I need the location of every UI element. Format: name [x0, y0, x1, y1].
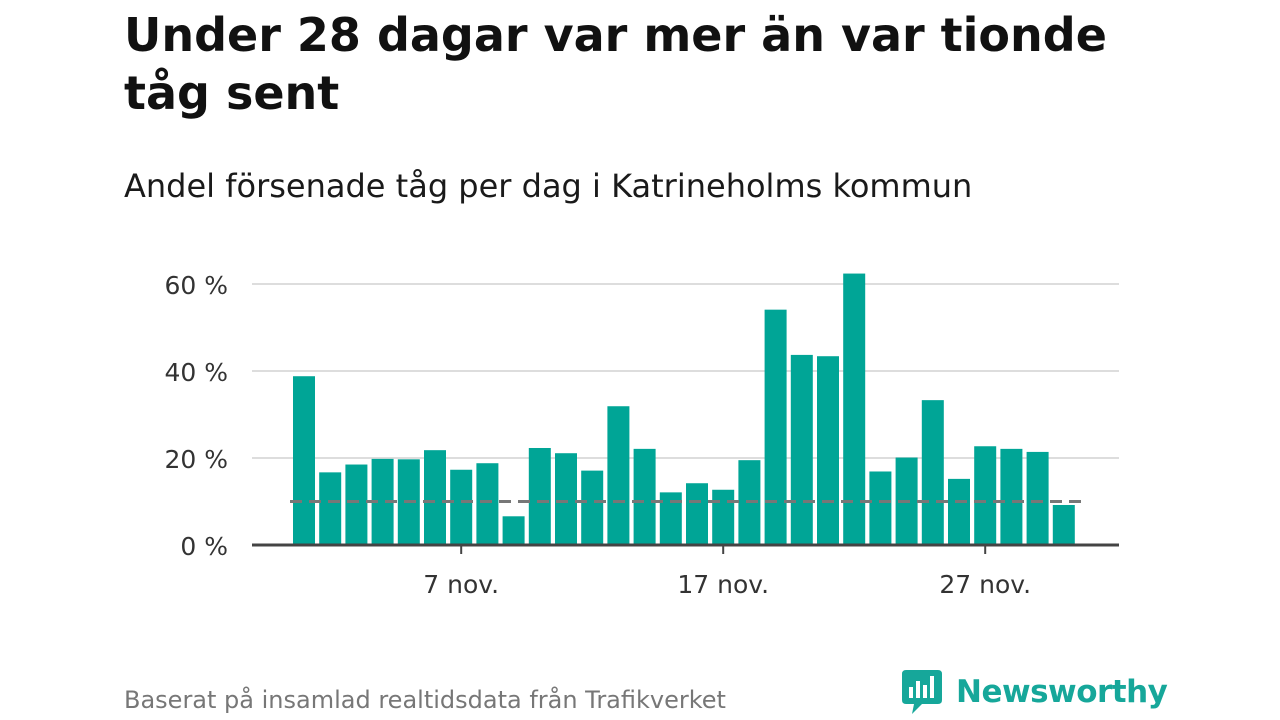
bar	[764, 309, 787, 545]
bar	[502, 516, 525, 545]
bar	[843, 273, 866, 545]
bar	[424, 450, 446, 545]
bar	[790, 354, 813, 545]
bar	[633, 448, 656, 545]
x-tick-label: 7 nov.	[423, 570, 499, 599]
bar	[1052, 504, 1075, 545]
y-tick-label: 60 %	[164, 271, 228, 300]
source-note: Baserat på insamlad realtidsdata från Tr…	[124, 686, 726, 714]
bar	[869, 471, 892, 545]
bar	[948, 478, 970, 545]
bar	[319, 472, 342, 545]
chart-subtitle: Andel försenade tåg per dag i Katrinehol…	[124, 167, 973, 205]
bar	[1026, 451, 1049, 545]
y-tick-label: 20 %	[164, 445, 228, 474]
bar	[659, 492, 682, 545]
y-tick-label: 0 %	[180, 532, 228, 561]
bar	[686, 483, 708, 545]
bar	[921, 400, 944, 545]
bar	[345, 464, 368, 545]
newsworthy-logo-icon	[902, 670, 942, 714]
bar	[974, 446, 997, 545]
brand-name: Newsworthy	[956, 674, 1168, 710]
bar	[607, 406, 630, 545]
x-tick-label: 17 nov.	[677, 570, 769, 599]
bar	[476, 463, 499, 545]
bar	[1000, 448, 1023, 545]
bar	[450, 469, 473, 545]
chart-title: Under 28 dagar var mer än var tionde tåg…	[124, 8, 1107, 120]
bar	[555, 453, 577, 545]
bar	[581, 470, 604, 545]
bar	[817, 356, 839, 545]
y-tick-label: 40 %	[164, 358, 228, 387]
bar	[712, 489, 735, 545]
brand-logo: Newsworthy	[902, 670, 1168, 714]
bar	[528, 447, 551, 545]
bar	[293, 376, 315, 545]
x-tick-label: 27 nov.	[939, 570, 1031, 599]
bar	[371, 458, 394, 545]
